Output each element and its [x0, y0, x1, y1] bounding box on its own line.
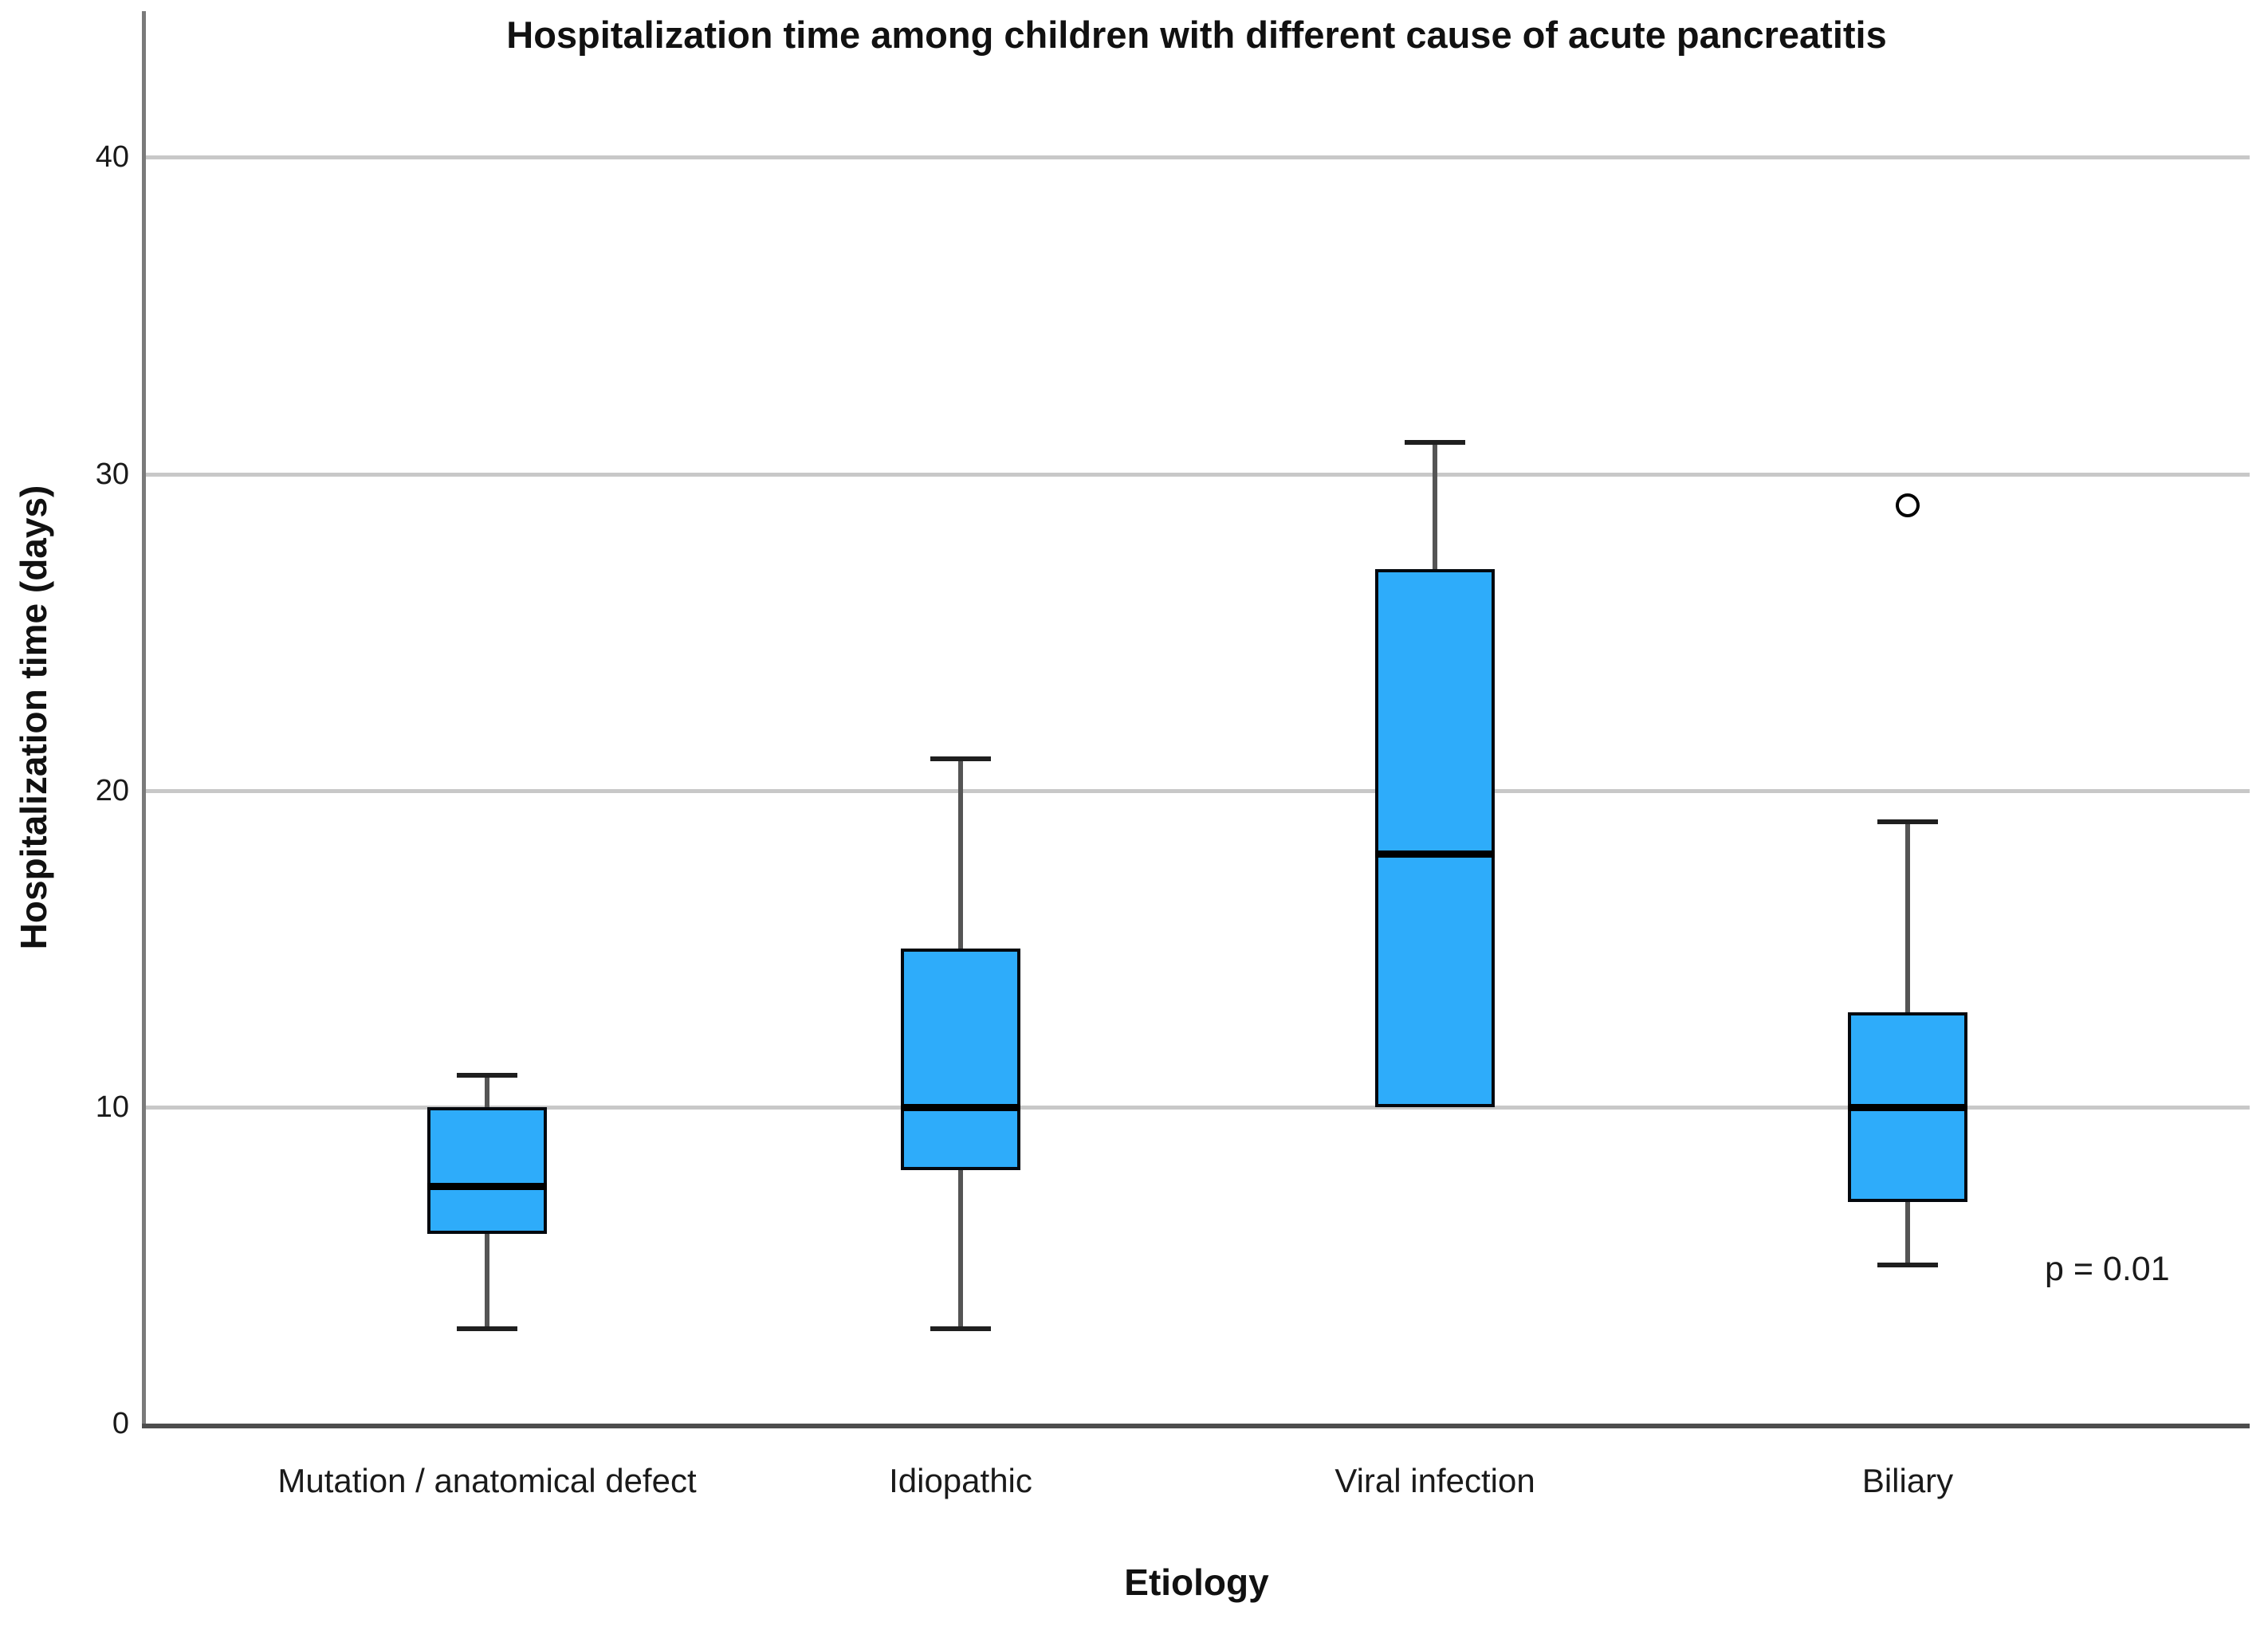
- whisker-stem-upper: [1433, 442, 1437, 569]
- outlier-marker: [1896, 493, 1920, 518]
- gridline-40: [146, 155, 2250, 160]
- x-category-label: Idiopathic: [889, 1462, 1032, 1499]
- whisker-cap-upper: [457, 1073, 517, 1078]
- whisker-cap-lower: [1877, 1263, 1938, 1268]
- median-line: [1375, 850, 1495, 858]
- x-category-label: Biliary: [1861, 1462, 1954, 1499]
- whisker-stem-upper: [1905, 822, 1910, 1012]
- whisker-stem-lower: [958, 1170, 963, 1329]
- x-category-label: Mutation / anatomical defect: [277, 1462, 697, 1499]
- y-tick-label-30: 30: [95, 457, 129, 491]
- gridline-10: [146, 1105, 2250, 1110]
- y-tick-label-20: 20: [95, 773, 129, 807]
- whisker-stem-lower: [1905, 1201, 1910, 1266]
- whisker-cap-upper: [930, 756, 991, 761]
- x-axis-title: Etiology: [1124, 1561, 1269, 1603]
- whisker-stem-upper: [485, 1075, 489, 1107]
- x-axis-line: [142, 1424, 2250, 1428]
- y-axis-line: [142, 11, 146, 1428]
- y-axis-title: Hospitalization time (days): [13, 485, 54, 950]
- iqr-box: [901, 949, 1020, 1171]
- p-value-annotation: p = 0.01: [2045, 1250, 2170, 1288]
- iqr-box: [1375, 568, 1495, 1107]
- whisker-cap-lower: [457, 1326, 517, 1331]
- y-tick-label-10: 10: [95, 1090, 129, 1124]
- whisker-stem-upper: [958, 758, 963, 949]
- whisker-cap-upper: [1405, 439, 1465, 445]
- y-tick-label-0: 0: [112, 1407, 129, 1440]
- median-line: [901, 1103, 1020, 1111]
- median-line: [427, 1183, 547, 1191]
- chart-title: Hospitalization time among children with…: [506, 14, 1887, 56]
- iqr-box: [427, 1106, 547, 1234]
- median-line: [1848, 1103, 1967, 1111]
- whisker-cap-lower: [930, 1326, 991, 1331]
- y-tick-label-40: 40: [95, 140, 129, 175]
- whisker-cap-upper: [1877, 819, 1938, 825]
- whisker-stem-lower: [485, 1233, 489, 1329]
- gridline-30: [146, 472, 2250, 477]
- gridline-20: [146, 788, 2250, 793]
- x-category-label: Viral infection: [1334, 1462, 1535, 1499]
